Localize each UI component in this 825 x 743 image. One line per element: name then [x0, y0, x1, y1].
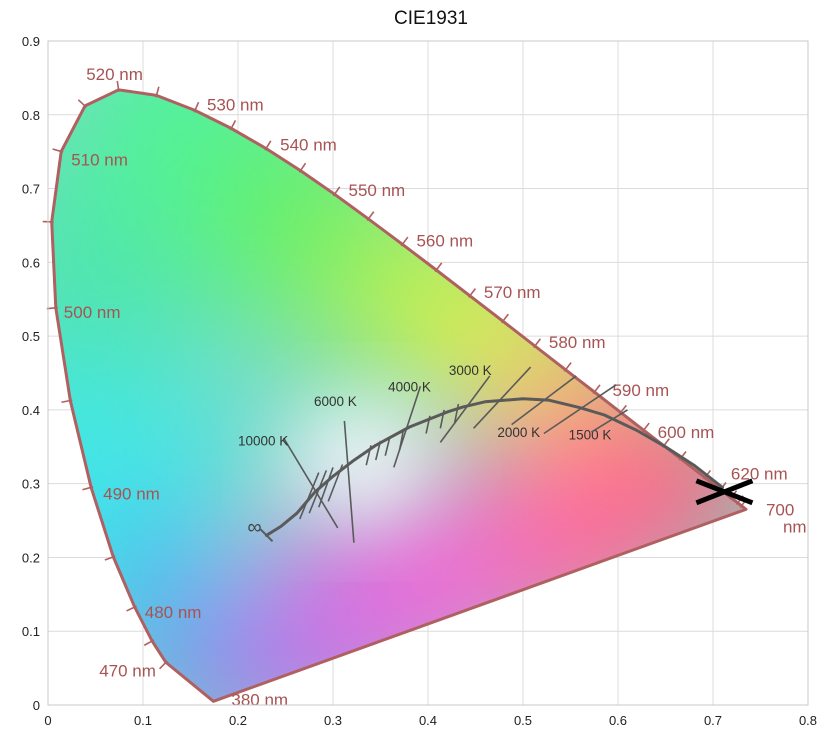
x-tick-label: 0.2: [229, 713, 247, 728]
y-tick-label: 0.8: [22, 108, 40, 123]
isotherm-label: 2000 K: [497, 425, 540, 440]
isotherm-label: 3000 K: [449, 363, 492, 378]
isotherm-label: 6000 K: [314, 394, 357, 409]
x-tick-label: 0.5: [514, 713, 532, 728]
wavelength-label: 500 nm: [64, 303, 121, 322]
wavelength-label: 510 nm: [71, 151, 128, 170]
wavelength-label: 480 nm: [145, 603, 202, 622]
wavelength-label: 540 nm: [280, 135, 337, 154]
x-tick-label: 0.3: [324, 713, 342, 728]
wavelength-label: 570 nm: [484, 283, 541, 302]
y-tick-label: 0.6: [22, 255, 40, 270]
y-tick-label: 0.9: [22, 34, 40, 49]
x-tick-label: 0.8: [799, 713, 817, 728]
y-tick-label: 0.7: [22, 182, 40, 197]
wavelength-label: 600 nm: [658, 423, 715, 442]
x-tick-label: 0.1: [134, 713, 152, 728]
wavelength-label: 590 nm: [612, 381, 669, 400]
wavelength-label: 470 nm: [99, 661, 156, 680]
x-tick-label: 0: [44, 713, 51, 728]
wavelength-label: 560 nm: [416, 231, 473, 250]
chart-title: CIE1931: [394, 8, 468, 29]
y-tick-label: 0.3: [22, 477, 40, 492]
y-tick-label: 0: [33, 698, 40, 713]
y-tick-label: 0.4: [22, 403, 40, 418]
gamut-blur: [0, 10, 764, 736]
isotherm-label: 4000 K: [388, 379, 431, 394]
infinity-symbol: ∞: [247, 516, 261, 538]
x-tick-label: 0.6: [609, 713, 627, 728]
wavelength-label: 530 nm: [207, 95, 264, 114]
wavelength-label: 380 nm: [231, 690, 288, 709]
wavelength-label: 550 nm: [349, 181, 406, 200]
isotherm-label: 10000 K: [238, 433, 288, 448]
wavelength-label: 580 nm: [549, 333, 606, 352]
y-tick-label: 0.1: [22, 624, 40, 639]
x-tick-label: 0.7: [704, 713, 722, 728]
wavelength-label: 620 nm: [731, 465, 788, 484]
wavelength-tick: [78, 100, 86, 107]
isotherm-label: 1500 K: [569, 427, 612, 442]
y-tick-label: 0.5: [22, 329, 40, 344]
wavelength-tick: [160, 661, 168, 669]
y-tick-label: 0.2: [22, 550, 40, 565]
x-tick-label: 0.4: [419, 713, 437, 728]
wavelength-label: 520 nm: [86, 65, 143, 84]
wavelength-label: 490 nm: [103, 484, 160, 503]
